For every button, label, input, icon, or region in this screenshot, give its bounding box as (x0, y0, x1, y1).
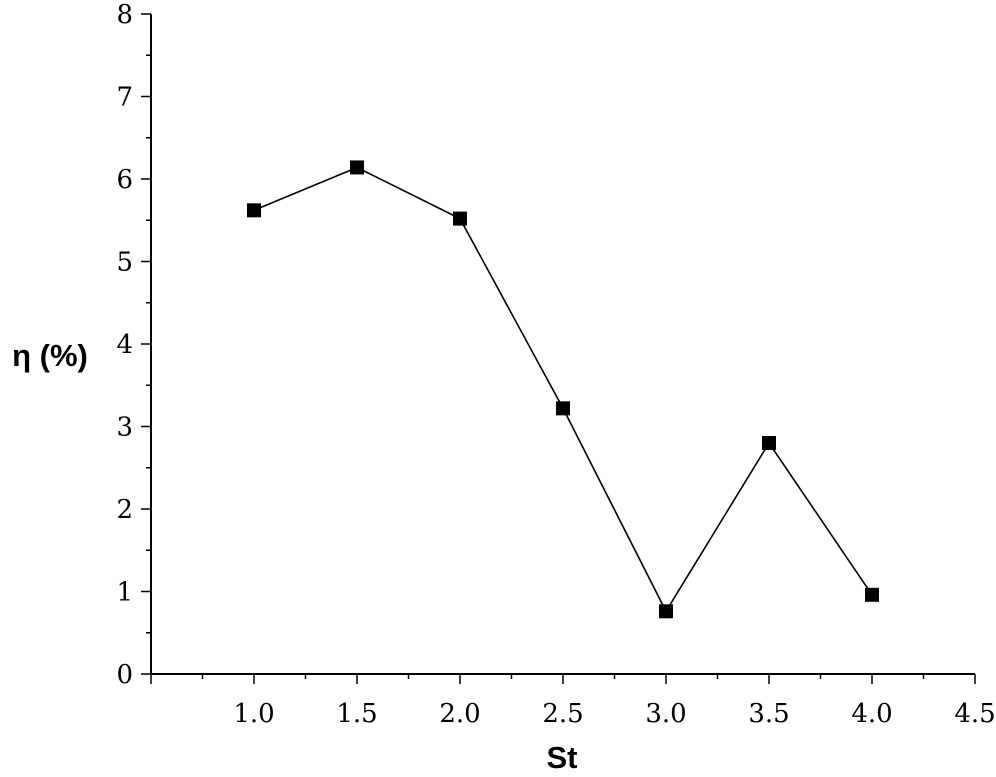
x-tick-label: 1.0 (233, 699, 274, 729)
data-point-marker (659, 604, 673, 619)
data-point-marker (865, 587, 879, 602)
y-axis-ticks: 0 1 2 3 4 5 6 7 8 (116, 0, 151, 690)
y-tick-label: 0 (116, 660, 133, 690)
y-tick-label: 6 (116, 165, 133, 195)
x-tick-label: 4.5 (954, 699, 995, 729)
axes (150, 14, 975, 675)
y-tick-label: 1 (116, 578, 133, 608)
series-line (253, 166, 873, 613)
data-point-marker (453, 211, 467, 226)
x-axis-title: St (547, 740, 578, 775)
y-tick-label: 3 (116, 413, 133, 443)
y-tick-label: 4 (116, 330, 133, 360)
y-tick-label: 8 (116, 0, 133, 30)
data-point-marker (247, 203, 261, 218)
x-tick-label: 2.0 (439, 699, 480, 729)
data-point-marker (762, 436, 776, 450)
y-tick-label: 7 (116, 83, 133, 113)
y-tick-label: 2 (116, 495, 133, 525)
data-point-marker (556, 401, 570, 416)
y-tick-label: 5 (116, 248, 133, 278)
series-layer (247, 160, 879, 619)
x-tick-label: 1.5 (336, 699, 377, 729)
data-point-marker (350, 160, 364, 175)
x-tick-label: 4.0 (851, 699, 892, 729)
x-tick-label: 3.0 (645, 699, 686, 729)
x-tick-label: 2.5 (542, 699, 583, 729)
x-axis-ticks: 1.0 1.5 2.0 2.5 3.0 3.5 4.0 4.5 (150, 674, 996, 729)
y-axis-title: η (%) (12, 338, 88, 373)
x-tick-label: 3.5 (748, 699, 789, 729)
